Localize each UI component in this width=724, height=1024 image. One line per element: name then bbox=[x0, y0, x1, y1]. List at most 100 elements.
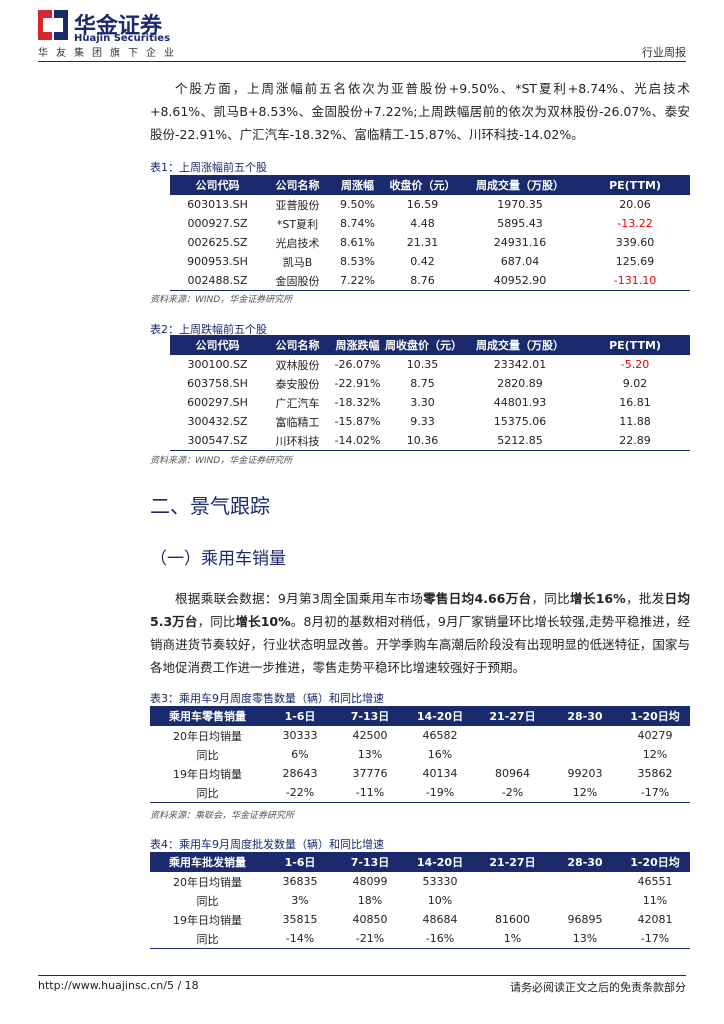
table-cell bbox=[550, 872, 620, 891]
logo-icon bbox=[38, 10, 68, 40]
header-cell: 1-6日 bbox=[265, 706, 335, 726]
table-cell: 99203 bbox=[567, 767, 603, 780]
table-cell: 4.48 bbox=[410, 217, 435, 230]
table-cell: 22.89 bbox=[619, 434, 651, 447]
table-row: 同比 6% 13% 16% 12% bbox=[150, 745, 690, 764]
table-cell: 9.50% bbox=[340, 198, 375, 211]
table-cell bbox=[475, 872, 550, 891]
table-cell: 28643 bbox=[282, 767, 318, 780]
header-cell: 周涨跌幅 bbox=[330, 335, 385, 355]
table-cell: 11.88 bbox=[619, 415, 651, 428]
table: 乘用车零售销量 1-6日 7-13日 14-20日 21-27日 28-30 1-20日均 2… bbox=[150, 706, 690, 803]
table-row: 300547.SZ 川环科技 -14.02% 10.36 5212.85 22.89 bbox=[170, 431, 690, 451]
table-cell: 13% bbox=[572, 932, 598, 945]
text-run: 根据乘联会数据：9月第3周全国乘用车市场 bbox=[175, 591, 424, 606]
table-cell: 80964 bbox=[495, 767, 530, 780]
table-cell: *ST夏利 bbox=[276, 217, 319, 231]
table-cell: 11% bbox=[642, 894, 668, 907]
table-cell: 16.59 bbox=[406, 198, 439, 211]
table-cell: 46551 bbox=[637, 875, 673, 888]
table-caption: 表2：上周跌幅前五个股 bbox=[150, 323, 267, 336]
table-cell: 同比 bbox=[196, 748, 219, 762]
header-rule bbox=[38, 61, 686, 62]
table-cell: 10% bbox=[427, 894, 453, 907]
table-cell bbox=[550, 891, 620, 910]
table-cell: 10.36 bbox=[406, 434, 439, 447]
header-cell: 周涨幅 bbox=[330, 175, 385, 195]
table-cell: 同比 bbox=[196, 786, 219, 800]
table-cell: -21% bbox=[355, 932, 385, 945]
header-row: 公司代码 公司名称 周涨跌幅 周收盘价（元） 周成交量（万股） PE(TTM) bbox=[170, 335, 690, 355]
table-cell: 603013.SH bbox=[187, 198, 248, 211]
header-cell: 28-30 bbox=[550, 706, 620, 726]
table-cell: 300432.SZ bbox=[187, 415, 248, 428]
table-cell: 300547.SZ bbox=[187, 434, 248, 447]
paragraph: 根据乘联会数据：9月第3周全国乘用车市场零售日均4.66万台，同比增长16%，批… bbox=[150, 587, 690, 679]
header-cell: 周成交量（万股） bbox=[460, 335, 580, 355]
table-cell: -5.20 bbox=[620, 358, 650, 371]
table-cell: 富临精工 bbox=[275, 415, 320, 429]
header-cell: 公司代码 bbox=[170, 335, 265, 355]
table-cell: 35862 bbox=[637, 767, 673, 780]
table-cell: 20年日均销量 bbox=[173, 875, 242, 889]
table-cell: 35815 bbox=[282, 913, 318, 926]
table-cell: 3% bbox=[291, 894, 309, 907]
table-cell: 川环科技 bbox=[275, 434, 320, 448]
table-row: 600297.SH 广汇汽车 -18.32% 3.30 44801.93 16.81 bbox=[170, 393, 690, 412]
table-cell: 20.06 bbox=[619, 198, 651, 211]
table-row: 900953.SH 凯马B 8.53% 0.42 687.04 125.69 bbox=[170, 252, 690, 271]
header-cell: 周收盘价（元） bbox=[385, 335, 462, 355]
text-run: 零售日均4.66万台 bbox=[423, 591, 532, 606]
table-cell: 37776 bbox=[352, 767, 388, 780]
footer-rule bbox=[38, 975, 686, 976]
table-cell: 12% bbox=[642, 748, 668, 761]
table-cell: 8.53% bbox=[340, 255, 375, 268]
table-cell: 凯马B bbox=[282, 255, 313, 269]
table-source: 资料来源：乘联会，华金证券研究所 bbox=[150, 811, 295, 821]
table-cell: 300100.SZ bbox=[187, 358, 248, 371]
table-cell: 40279 bbox=[637, 729, 673, 742]
header-cell: 1-20日均 bbox=[620, 852, 690, 872]
table-cell: -131.10 bbox=[613, 274, 657, 287]
header-cell: 乘用车零售销量 bbox=[150, 706, 265, 726]
table-cell: 125.69 bbox=[615, 255, 655, 268]
table-caption: 表4：乘用车9月周度批发数量（辆）和同比增速 bbox=[150, 838, 384, 851]
table-cell: 40850 bbox=[352, 913, 388, 926]
table-cell: 600297.SH bbox=[187, 396, 248, 409]
header-cell: 14-20日 bbox=[405, 706, 475, 726]
header-row: 乘用车零售销量 1-6日 7-13日 14-20日 21-27日 28-30 1-20日均 bbox=[150, 706, 690, 726]
table-row: 20年日均销量 36835 48099 53330 46551 bbox=[150, 872, 690, 891]
table-cell: 金固股份 bbox=[275, 274, 320, 288]
text-run: 增长16% bbox=[570, 591, 626, 606]
text-run: ，批发 bbox=[625, 591, 665, 606]
subsection-title: （一）乘用车销量 bbox=[150, 549, 286, 569]
table-row: 002625.SZ 光启技术 8.61% 21.31 24931.16 339.60 bbox=[170, 233, 690, 252]
table-cell bbox=[475, 726, 550, 745]
table-cell: 广汇汽车 bbox=[275, 396, 320, 410]
table-row: 20年日均销量 30333 42500 46582 40279 bbox=[150, 726, 690, 745]
header-row: 公司代码 公司名称 周涨幅 收盘价（元） 周成交量（万股） PE(TTM) bbox=[170, 175, 690, 195]
slogan: 华友集团旗下企业 bbox=[38, 48, 182, 59]
table-source: 资料来源：WIND，华金证券研究所 bbox=[150, 295, 293, 305]
header-cell: 7-13日 bbox=[335, 852, 405, 872]
table-row: 同比 -14% -21% -16% 1% 13% -17% bbox=[150, 929, 690, 949]
header-cell: 公司名称 bbox=[265, 175, 330, 195]
table-cell: 8.75 bbox=[410, 377, 435, 390]
table-cell: 8.76 bbox=[410, 274, 435, 287]
table-cell: 8.74% bbox=[340, 217, 375, 230]
table-row: 002488.SZ 金固股份 7.22% 8.76 40952.90 -131.10 bbox=[170, 271, 690, 291]
header-cell: 7-13日 bbox=[335, 706, 405, 726]
table-cell: 20年日均销量 bbox=[173, 729, 242, 743]
table-cell: -15.87% bbox=[334, 415, 381, 428]
table-row: 19年日均销量 28643 37776 40134 80964 99203 35862 bbox=[150, 764, 690, 783]
table-cell: 96895 bbox=[567, 913, 603, 926]
table-cell: 002488.SZ bbox=[187, 274, 248, 287]
table-cell: 9.33 bbox=[410, 415, 435, 428]
table-row: 300432.SZ 富临精工 -15.87% 9.33 15375.06 11.88 bbox=[170, 412, 690, 431]
table-cell: 002625.SZ bbox=[187, 236, 248, 249]
table-cell: 16% bbox=[427, 748, 453, 761]
text-run: 日均5.3万台 bbox=[150, 591, 690, 629]
table-row: 同比 -22% -11% -19% -2% 12% -17% bbox=[150, 783, 690, 803]
table-row: 同比 3% 18% 10% 11% bbox=[150, 891, 690, 910]
